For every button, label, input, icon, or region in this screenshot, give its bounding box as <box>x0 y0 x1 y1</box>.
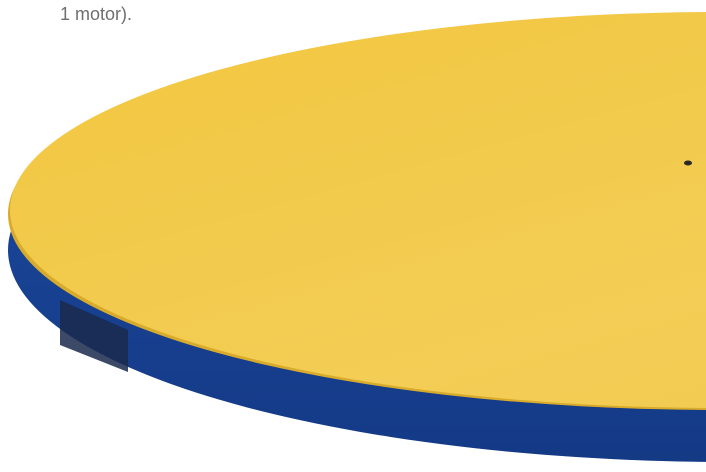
turntable-top <box>10 12 706 408</box>
center-hole <box>684 160 692 166</box>
base-opening <box>60 300 128 372</box>
caption: 1 motor). <box>60 4 133 24</box>
